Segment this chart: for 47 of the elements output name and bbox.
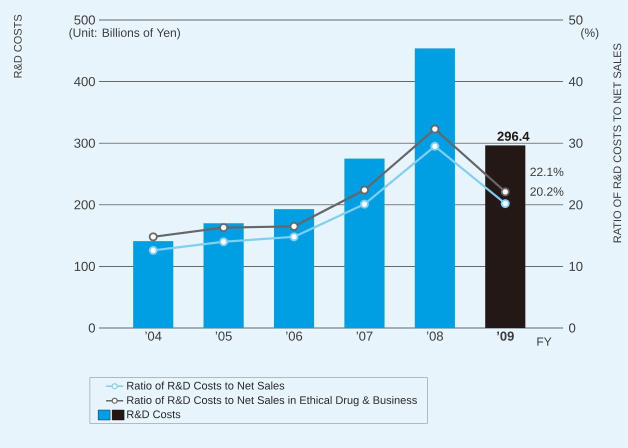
point (290, 222, 299, 231)
bar (274, 209, 314, 328)
point (430, 142, 440, 151)
y-tick-label: 0 (88, 323, 95, 333)
y2-tick-label: 0 (569, 323, 576, 333)
x-tick-label: ’06 (286, 332, 302, 341)
text: FY (537, 338, 552, 346)
point (500, 187, 510, 196)
y-tick-label: 500 (74, 15, 95, 25)
point (219, 223, 228, 232)
y2-tick-label: 20 (569, 200, 582, 210)
y-tick-label: 100 (74, 262, 95, 271)
point (430, 124, 440, 134)
y-tick-label: 400 (74, 76, 95, 86)
bar (344, 158, 385, 328)
data-label: 22.1% (530, 168, 564, 176)
point (500, 199, 510, 208)
y2-tick-label: 30 (569, 138, 582, 148)
point (360, 186, 369, 195)
y2-axis-title: RATIO OF R&D COSTS TO NET SALES (613, 44, 622, 242)
bar (204, 223, 244, 328)
y-tick-label: 300 (74, 138, 95, 148)
bar (485, 145, 526, 328)
x-tick-label: ’08 (426, 332, 443, 341)
point (148, 232, 158, 242)
y-tick-label: 200 (74, 200, 95, 210)
annotation: (Unit: Billions of Yen) (69, 28, 180, 40)
x-tick-label: ’09 (497, 332, 514, 341)
bar (133, 241, 174, 328)
x-tick-label: ’05 (216, 332, 232, 341)
x-tick-label: ’07 (356, 332, 372, 341)
point (219, 237, 228, 246)
bar (414, 48, 455, 328)
y2-tick-label: 10 (570, 262, 582, 271)
data-label: 20.2% (530, 187, 564, 196)
legend-label: Ratio of R&D Costs to Net Sales (127, 381, 284, 390)
point (360, 200, 369, 209)
legend-label: R&D Costs (127, 410, 180, 418)
data-label: 296.4 (497, 132, 530, 141)
y2-tick-label: 40 (568, 76, 582, 86)
point (290, 232, 299, 242)
x-tick-label: ’04 (145, 332, 162, 341)
legend-label: Ratio of R&D Costs to Net Sales in Ethical Drug & Business (127, 396, 417, 406)
text: (%) (581, 28, 598, 40)
point (148, 246, 158, 255)
y2-tick-label: 50 (569, 15, 582, 25)
y-axis-title: R&D COSTS (14, 14, 22, 78)
